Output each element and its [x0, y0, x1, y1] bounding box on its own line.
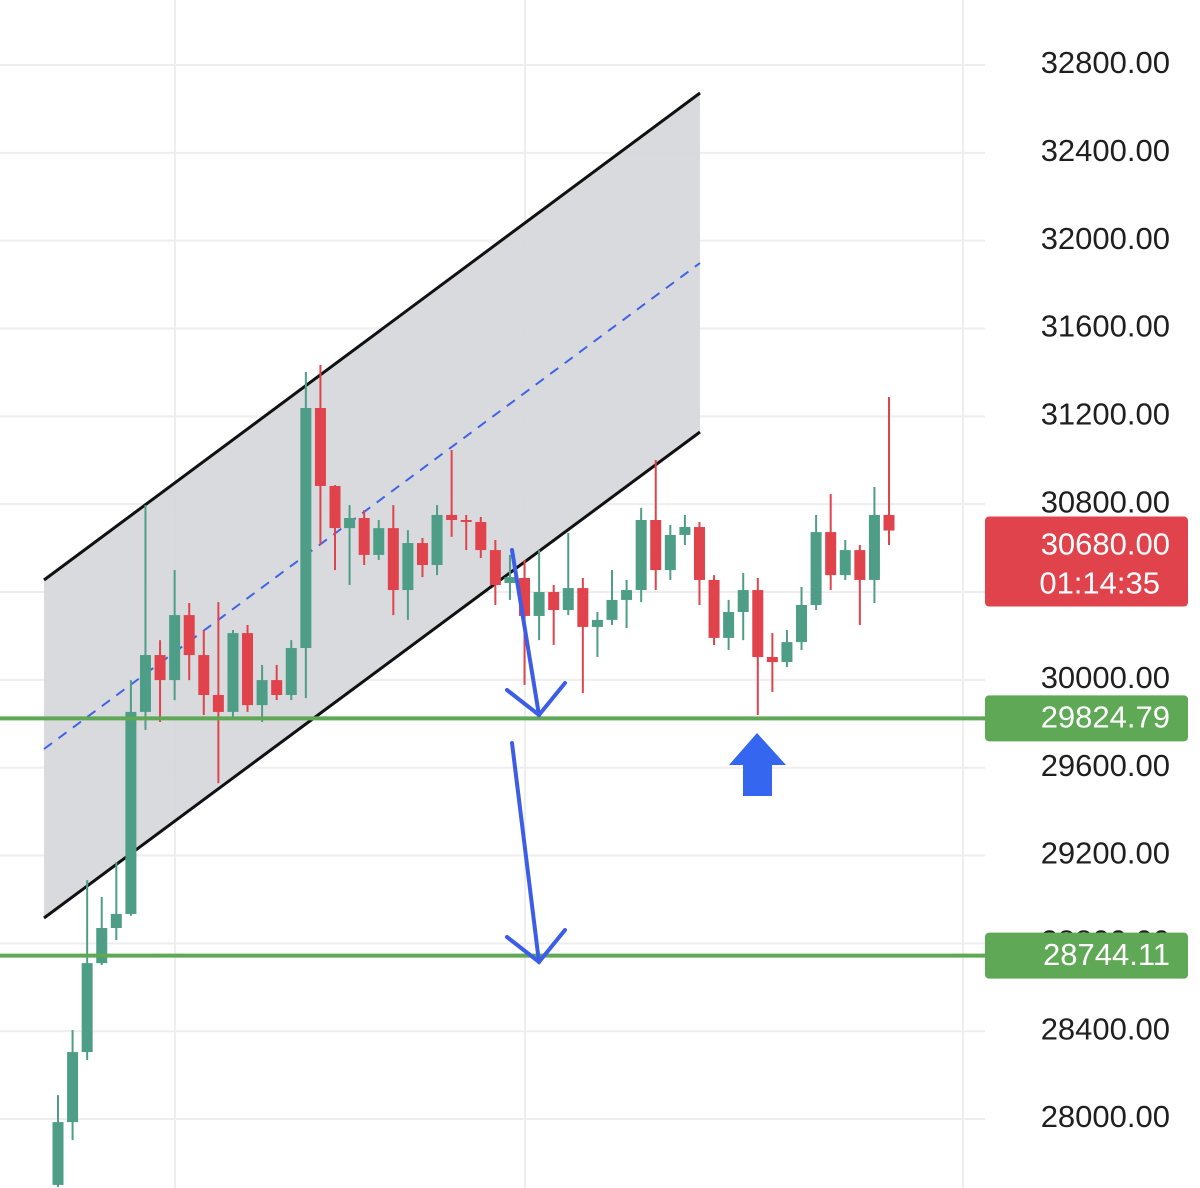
countdown: 01:14:35 [1039, 566, 1160, 601]
channel-upper [43, 91, 701, 582]
candle-body [825, 532, 837, 576]
candle-body [242, 633, 254, 706]
candle-body [387, 528, 399, 591]
candle-body [285, 648, 297, 696]
candle-body [300, 408, 312, 649]
candle-body [621, 590, 633, 600]
up-arrow [729, 733, 786, 796]
last-price-label: 30680.00 [1041, 527, 1170, 562]
candle-body [708, 579, 720, 638]
candle-body [839, 550, 851, 576]
arrow [505, 741, 567, 965]
price-labels: 29824.79 28744.11 30680.00 01:14:35 [985, 516, 1188, 979]
price-label-box [985, 695, 1188, 742]
y-tick-label: 29200.00 [1041, 836, 1170, 871]
candle-body [169, 615, 181, 681]
candle-body [475, 521, 487, 551]
candle-body [96, 928, 108, 964]
candle-body [664, 534, 676, 571]
candle-body [139, 655, 151, 712]
candle-body [154, 655, 166, 681]
candle-body [402, 543, 414, 591]
candle-body [125, 711, 137, 914]
candle-body [110, 913, 122, 929]
candle-body [431, 514, 443, 566]
candle-body [314, 408, 326, 486]
y-tick-label: 29600.00 [1041, 748, 1170, 783]
candle-body [854, 550, 866, 580]
candle-body [752, 590, 764, 658]
candle-body [533, 592, 545, 616]
candle-body [883, 514, 895, 531]
candle-body [373, 528, 385, 555]
candle-body [52, 1122, 64, 1185]
price-label: 28744.11 [1043, 937, 1170, 972]
candles [52, 364, 895, 1188]
candle-body [460, 519, 472, 522]
candle-body [183, 615, 195, 656]
candle-body [737, 590, 749, 613]
channel-fill [44, 93, 700, 918]
candle-body [271, 680, 283, 696]
y-tick-label: 31600.00 [1041, 309, 1170, 344]
price-label: 29824.79 [1041, 700, 1170, 735]
candle-body [227, 633, 239, 712]
y-tick-label: 28000.00 [1041, 1099, 1170, 1134]
y-tick-label: 31200.00 [1041, 397, 1170, 432]
y-tick-label: 32000.00 [1041, 221, 1170, 256]
candle-body [650, 519, 662, 571]
drawings [43, 91, 701, 920]
candle-body [591, 619, 603, 627]
price-label-box [985, 932, 1188, 979]
candle-body [198, 655, 210, 696]
candle-body [416, 543, 428, 566]
candle-body [212, 695, 224, 712]
channel-lower [43, 430, 701, 920]
candle-body [810, 532, 822, 605]
candle-body [562, 588, 574, 611]
y-tick-label: 28400.00 [1041, 1011, 1170, 1046]
candle-body [489, 550, 501, 585]
candle-body [81, 963, 93, 1053]
candle-body [504, 577, 516, 584]
y-tick-label: 30000.00 [1041, 660, 1170, 695]
candle-body [796, 604, 808, 643]
candle-body [256, 680, 268, 706]
candle-body [446, 514, 458, 520]
y-tick-label: 30800.00 [1041, 484, 1170, 519]
candle-body [766, 657, 778, 663]
candle-body [67, 1052, 79, 1123]
candle-body [693, 527, 705, 580]
y-tick-label: 32400.00 [1041, 133, 1170, 168]
candle-body [723, 612, 735, 638]
candle-body [344, 518, 356, 529]
candle-body [606, 599, 618, 620]
candle-body [781, 642, 793, 663]
candle-body [329, 485, 341, 529]
candle-body [577, 588, 589, 627]
last-price-box [985, 516, 1188, 607]
candle-body [868, 514, 880, 580]
candle-body [519, 577, 531, 616]
candle-body [548, 592, 560, 611]
overlay [0, 716, 985, 958]
candle-body [358, 518, 370, 555]
y-tick-label: 32800.00 [1041, 45, 1170, 80]
candle-body [635, 519, 647, 591]
arrow [505, 548, 567, 718]
annotations [505, 548, 786, 965]
candle-body [679, 527, 691, 535]
